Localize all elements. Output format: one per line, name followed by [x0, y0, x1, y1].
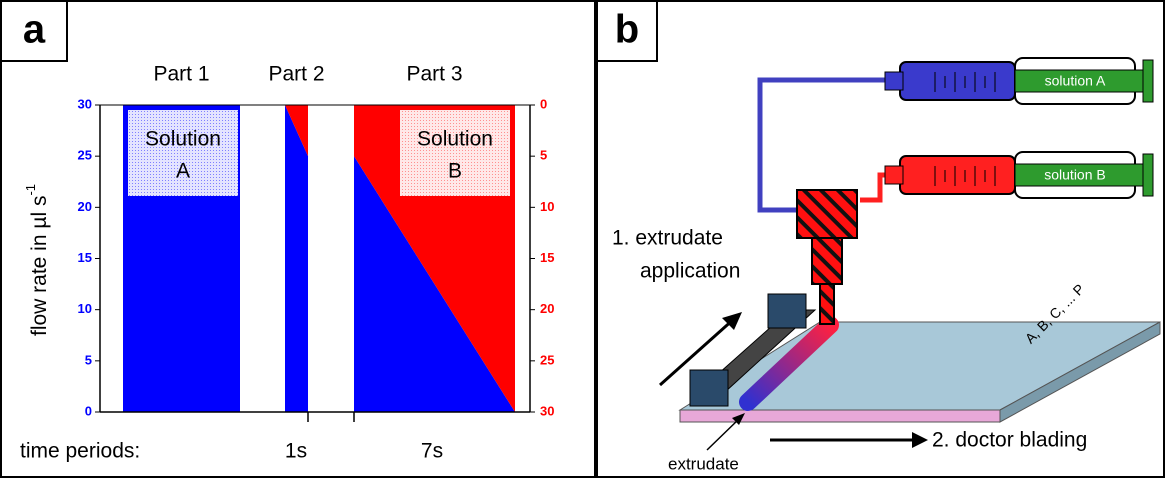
tube [757, 77, 885, 213]
flow-area [285, 105, 308, 412]
nozzle-tip [819, 283, 835, 325]
solution-box [400, 110, 510, 196]
y2-tick-label: 0 [540, 96, 547, 111]
part-label: Part 3 [406, 63, 462, 86]
extrudate-label: extrudate [668, 454, 739, 473]
nozzle [811, 237, 843, 285]
arrowhead [722, 312, 742, 330]
solution-label: A [176, 160, 190, 183]
panel-label-box [0, 0, 68, 62]
y-tick-label: 20 [78, 199, 92, 214]
time-label: time periods: [20, 440, 140, 463]
step-label: 2. doctor blading [932, 429, 1087, 452]
y-tick-label: 10 [78, 301, 92, 316]
blade-end [767, 293, 807, 329]
solution-label: Solution [417, 128, 493, 151]
pointer [706, 417, 741, 451]
solution-label: B [448, 160, 462, 183]
step-label: 1. extrudate [612, 227, 723, 250]
solution-box [128, 110, 238, 196]
part-label: Part 2 [268, 63, 324, 86]
plunger-end [1142, 153, 1154, 197]
y2-tick-label: 20 [540, 301, 554, 316]
extrudate-line [739, 316, 839, 411]
y-tick-label: 25 [78, 148, 92, 163]
y-tick-label: 5 [85, 352, 92, 367]
y2-tick-label: 15 [540, 250, 554, 265]
y2-tick-label: 30 [540, 403, 554, 418]
solution-label: Solution [145, 128, 221, 151]
arrowhead [732, 413, 745, 425]
flow-area [285, 105, 308, 157]
syringe-tip [884, 165, 904, 185]
syringe-label: solution A [1045, 73, 1106, 89]
duration-label: 1s [285, 440, 307, 463]
panel-label: a [23, 8, 46, 52]
y2-tick-label: 25 [540, 352, 554, 367]
syringe-tip [884, 71, 904, 91]
plot: 0 5 10 15 20 25 30 0 5 10 15 20 25 30 flow rate in µl … [20, 63, 554, 463]
arrowhead [912, 432, 928, 448]
step-label: application [640, 260, 740, 283]
y-tick-label: 0 [85, 403, 92, 418]
scale [934, 166, 996, 186]
panel-frame [0, 0, 596, 478]
tube [860, 172, 885, 203]
scale [934, 72, 996, 92]
y-tick-label: 15 [78, 250, 92, 265]
plate-side [999, 321, 1161, 423]
syringe-barrel [899, 155, 1016, 195]
y-axis-label: flow rate in µl s-1 [23, 184, 50, 336]
arrow [659, 316, 736, 387]
blade-end [689, 369, 729, 407]
duration-label: 7s [421, 440, 443, 463]
panel-label: b [615, 8, 639, 52]
y2-tick-label: 5 [540, 148, 547, 163]
y-axis-label-sup: -1 [23, 184, 38, 196]
panel-label-box [596, 0, 658, 62]
plunger-end [1142, 59, 1154, 103]
part-label: Part 1 [153, 63, 209, 86]
y-tick-label: 30 [78, 96, 92, 111]
y2-tick-label: 10 [540, 199, 554, 214]
y-axis-label-main: flow rate in µl s [28, 196, 51, 336]
panel-frame [596, 0, 1165, 478]
syringe-label: solution B [1044, 167, 1105, 183]
plate-edge [679, 409, 1001, 423]
diagram: solution A solution B A, B, C, ... P 1. … [612, 57, 1161, 473]
syringe-barrel [899, 61, 1016, 101]
nozzle-head [796, 189, 858, 239]
